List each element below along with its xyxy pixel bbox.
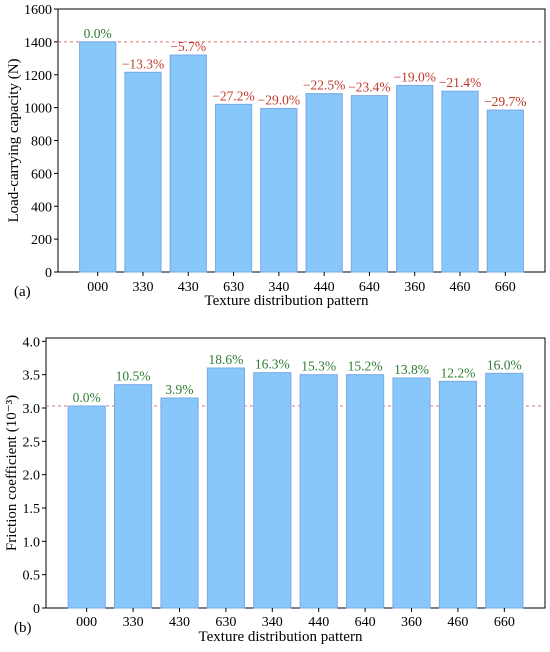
y-tick-label: 3.0	[23, 402, 41, 417]
chart-panel-b: 0.0% 000 10.5% 330 3.9% 430 18.6% 630 16.3% 340 15…	[4, 335, 546, 645]
bar	[214, 103, 253, 273]
x-axis-label: Texture distribution pattern	[205, 293, 369, 309]
x-tick-label: 660	[495, 280, 516, 295]
x-tick-label: 340	[262, 615, 283, 630]
data-label: −22.5%	[303, 78, 345, 93]
data-label: 3.9%	[165, 382, 193, 397]
data-label: −23.4%	[348, 80, 390, 95]
data-label: 18.6%	[208, 352, 243, 367]
y-tick-label: 4.0	[23, 335, 41, 350]
y-axis-label: Load-carrying capacity (N)	[6, 58, 22, 222]
bar	[67, 405, 106, 609]
bar	[169, 54, 207, 273]
y-tick-label: 1400	[24, 36, 52, 51]
y-tick-label: 200	[31, 233, 52, 248]
x-tick-label: 330	[132, 280, 153, 295]
bar	[350, 95, 389, 273]
bar	[346, 374, 385, 609]
data-label: 13.8%	[394, 362, 429, 377]
data-label: −27.2%	[212, 88, 254, 103]
x-tick-label: 430	[178, 280, 199, 295]
x-tick-label: 360	[404, 280, 425, 295]
x-tick-label: 630	[223, 280, 244, 295]
bar	[253, 372, 292, 609]
x-tick-label: 000	[87, 280, 108, 295]
y-tick-label: 1.5	[23, 502, 41, 517]
x-tick-label: 340	[268, 280, 289, 295]
y-axis-label: Friction coefficient (10⁻³)	[4, 395, 20, 551]
x-tick-label: 440	[314, 280, 335, 295]
x-tick-label: 440	[308, 615, 329, 630]
data-label: −13.3%	[122, 56, 164, 71]
x-tick-label: 640	[355, 615, 376, 630]
data-label: 0.0%	[73, 390, 101, 405]
bar	[260, 107, 298, 273]
data-label: −29.7%	[484, 94, 526, 109]
y-tick-label: 0	[45, 266, 52, 281]
data-label: 0.0%	[84, 26, 112, 41]
bar	[392, 377, 431, 609]
plot-frame	[45, 337, 546, 609]
x-tick-label: 640	[359, 280, 380, 295]
y-tick-label: 1600	[24, 3, 52, 18]
bar	[79, 41, 117, 273]
bar	[441, 90, 479, 273]
data-label: 16.0%	[487, 357, 522, 372]
x-tick-label: 460	[450, 280, 471, 295]
y-tick-label: 3.5	[23, 369, 41, 384]
x-tick-label: 330	[123, 615, 144, 630]
bar	[486, 109, 524, 273]
data-label: 15.3%	[301, 359, 336, 374]
x-axis-label: Texture distribution pattern	[199, 629, 363, 645]
y-tick-label: 2.5	[23, 435, 41, 450]
bar	[438, 380, 477, 609]
bar	[299, 374, 338, 609]
x-tick-label: 430	[169, 615, 190, 630]
data-label: −29.0%	[258, 92, 300, 107]
bar	[396, 84, 434, 273]
x-tick-label: 460	[447, 615, 468, 630]
x-tick-label: 630	[215, 615, 236, 630]
y-tick-label: 800	[31, 135, 52, 150]
y-tick-label: 1.0	[23, 535, 41, 550]
data-label: −19.0%	[393, 69, 435, 84]
chart-panel-a: 0.0% 000 −13.3% 330 −5.7% 430 −27.2% 630 −29.0% 3…	[6, 3, 546, 309]
data-label: 16.3%	[255, 357, 290, 372]
y-tick-label: 400	[31, 200, 52, 215]
data-label: −5.7%	[170, 39, 206, 54]
y-tick-label: 600	[31, 167, 52, 182]
y-tick-label: 1200	[24, 69, 52, 84]
x-tick-label: 360	[401, 615, 422, 630]
y-tick-label: 0	[33, 602, 40, 617]
y-tick-label: 2.0	[23, 469, 41, 484]
x-tick-label: 660	[494, 615, 515, 630]
data-label: 10.5%	[116, 369, 151, 384]
panel-label: (a)	[14, 284, 31, 300]
bar	[160, 397, 199, 609]
data-label: −21.4%	[439, 75, 481, 90]
bar	[206, 367, 245, 609]
data-label: 12.2%	[440, 365, 475, 380]
panel-label: (b)	[14, 620, 32, 636]
bar	[124, 71, 162, 273]
x-tick-label: 000	[76, 615, 97, 630]
data-label: 15.2%	[348, 359, 383, 374]
bar	[114, 384, 153, 609]
y-tick-label: 0.5	[23, 569, 41, 584]
bar	[485, 372, 524, 609]
bar	[305, 93, 343, 273]
y-tick-label: 1000	[24, 102, 52, 117]
